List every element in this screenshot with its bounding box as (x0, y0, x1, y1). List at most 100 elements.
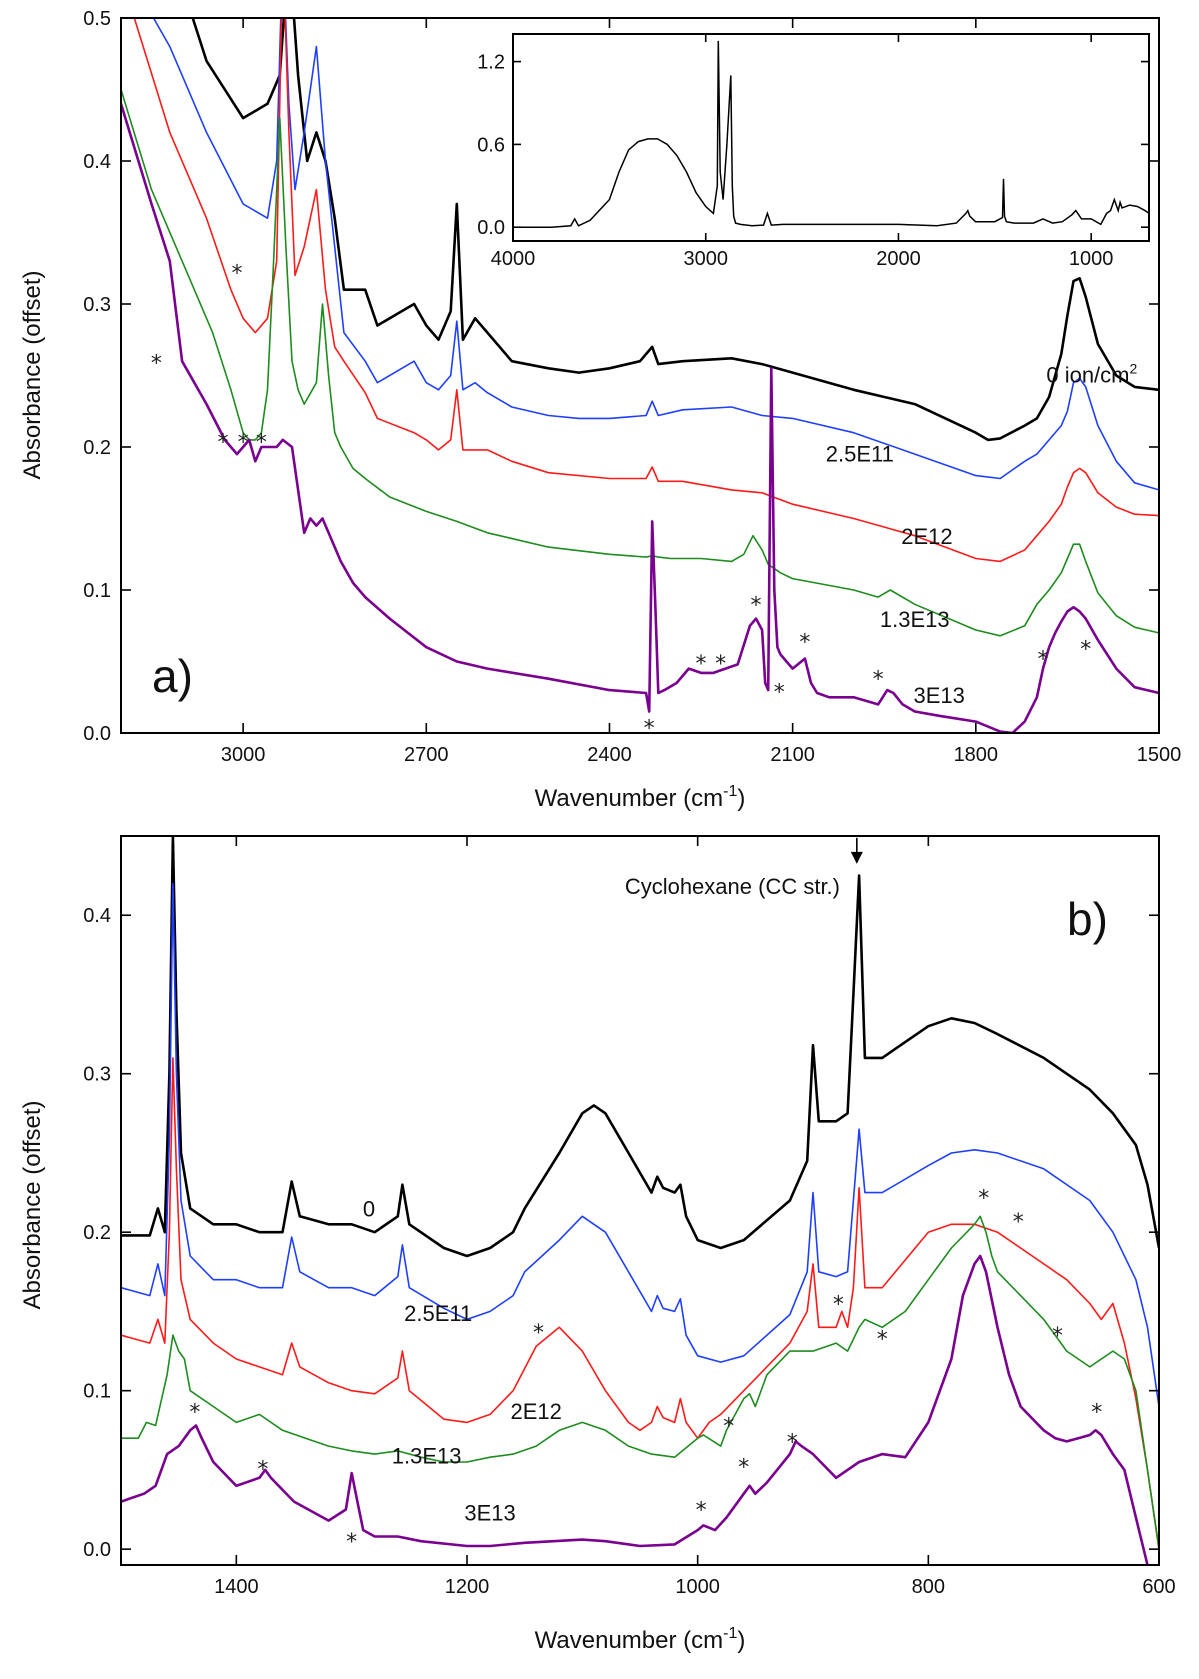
panel-a-ticks: 3000 2700 2400 2100 1800 1500 0.0 0.1 0.2 0.3 0.4 0… (83, 8, 1181, 766)
inset-x-tick-label: 4000 (491, 248, 536, 270)
series-line-2-5e11 (121, 882, 1159, 1407)
series-label: 2E12 (511, 1399, 562, 1424)
y-tick-label: 0.4 (83, 151, 111, 173)
peak-marker-star: * (189, 1400, 200, 1425)
series-line-3e13 (121, 103, 1159, 733)
y-tick-label: 0.4 (83, 905, 111, 927)
peak-marker-star: * (238, 430, 249, 455)
inset-y-tick-label: 0.6 (477, 134, 505, 156)
panel-b-series (121, 836, 1159, 1565)
series-label: 3E13 (913, 683, 964, 708)
x-tick-label: 2100 (770, 744, 815, 766)
peak-marker-star: * (833, 1293, 844, 1318)
series-line-2-5e11 (152, 18, 1159, 491)
cyclohexane-annotation: Cyclohexane (CC str.) (625, 874, 840, 899)
x-tick-label: 1200 (445, 1576, 490, 1598)
peak-marker-star: * (715, 652, 726, 677)
peak-marker-star: * (346, 1530, 357, 1555)
peak-marker-star: * (696, 1499, 707, 1524)
series-label: 2.5E11 (826, 441, 894, 466)
series-line-3e13 (121, 1254, 1149, 1565)
series-label: 1.3E13 (392, 1444, 462, 1469)
panel-a-xlabel: Wavenumber (cm-1) (535, 783, 746, 812)
panel-a-series (121, 18, 1159, 733)
arrow-head (850, 851, 863, 864)
inset-ticks: 4000 3000 2000 1000 0.0 0.6 1.2 (477, 34, 1149, 270)
peak-marker-star: * (799, 630, 810, 655)
x-tick-label: 2700 (404, 744, 449, 766)
panel-a-stars: * * * * * * * * * * * * * * (151, 262, 1091, 742)
series-label: 3E13 (464, 1501, 515, 1526)
series-label: 1.3E13 (880, 607, 950, 632)
inset-x-tick-label: 1000 (1069, 248, 1114, 270)
x-tick-label: 1000 (675, 1576, 720, 1598)
peak-marker-star: * (151, 352, 162, 377)
x-tick-label: 1500 (1137, 744, 1182, 766)
y-tick-label: 0.5 (83, 8, 111, 30)
series-label: 0 ion/cm2 (1046, 361, 1137, 388)
peak-marker-star: * (978, 1186, 989, 1211)
y-tick-label: 0.1 (83, 580, 111, 602)
peak-marker-star: * (1080, 638, 1091, 663)
y-tick-label: 0.3 (83, 1064, 111, 1086)
y-tick-label: 0.2 (83, 437, 111, 459)
peak-marker-star: * (738, 1456, 749, 1481)
series-line-2e12 (133, 18, 1159, 563)
panel-a-frame (120, 17, 1160, 734)
panel-b: ************** 0 2.5E11 2E12 1.3E13 3E13 140… (19, 835, 1176, 1654)
peak-marker-star: * (696, 652, 707, 677)
inset-frame (512, 33, 1150, 242)
peak-marker-star: * (723, 1415, 734, 1440)
peak-marker-star: * (873, 668, 884, 693)
y-tick-label: 0.0 (83, 723, 111, 745)
peak-marker-star: * (1052, 1324, 1063, 1349)
inset-x-tick-label: 2000 (876, 248, 921, 270)
inset-y-tick-label: 1.2 (477, 52, 505, 74)
y-tick-label: 0.0 (83, 1539, 111, 1561)
series-label: 0 (363, 1196, 375, 1221)
peak-marker-star: * (256, 430, 267, 455)
series-line-0 (121, 836, 1159, 1258)
peak-marker-star: * (1013, 1210, 1024, 1235)
panel-b-ticks: 1400 1200 1000 800 600 0.0 0.1 0.2 0.3 0.4 (83, 836, 1176, 1598)
panel-b-stars: ************** (189, 1186, 1102, 1555)
inset-series-line (513, 40, 1150, 228)
panel-b-frame (120, 835, 1160, 1566)
series-line-0-ion-cm2 (191, 18, 1159, 442)
x-tick-label: 2400 (587, 744, 632, 766)
panel-a: * * * * * * * * * * * * * * 0 ion/cm2 2.5E11 2E12 1.3E13… (19, 8, 1181, 812)
peak-marker-star: * (217, 430, 228, 455)
peak-marker-star: * (877, 1327, 888, 1352)
peak-marker-star: * (774, 681, 785, 706)
series-line-2e12 (121, 1057, 1159, 1550)
x-tick-label: 3000 (221, 744, 266, 766)
series-label: 2E12 (901, 524, 952, 549)
x-tick-label: 600 (1142, 1576, 1175, 1598)
panel-a-inset: 4000 3000 2000 1000 0.0 0.6 1.2 (477, 33, 1150, 270)
peak-marker-star: * (232, 262, 243, 287)
cyclohexane-arrow (850, 837, 863, 864)
panel-a-label: a) (152, 650, 193, 702)
series-label: 2.5E11 (404, 1301, 472, 1326)
y-tick-label: 0.3 (83, 294, 111, 316)
peak-marker-star: * (533, 1321, 544, 1346)
inset-y-tick-label: 0.0 (477, 217, 505, 239)
x-tick-label: 800 (912, 1576, 945, 1598)
peak-marker-star: * (751, 593, 762, 618)
x-tick-label: 1400 (214, 1576, 259, 1598)
y-tick-label: 0.1 (83, 1381, 111, 1403)
peak-marker-star: * (644, 716, 655, 741)
panel-b-label: b) (1067, 893, 1108, 945)
panel-b-xlabel: Wavenumber (cm-1) (535, 1625, 746, 1654)
panel-b-ylabel: Absorbance (offset) (19, 1100, 46, 1309)
panel-a-series-labels: 0 ion/cm2 2.5E11 2E12 1.3E13 3E13 (826, 361, 1138, 708)
inset-x-tick-label: 3000 (683, 248, 728, 270)
inset-series (513, 40, 1150, 228)
panel-b-series-labels: 0 2.5E11 2E12 1.3E13 3E13 (363, 1196, 562, 1525)
peak-marker-star: * (1091, 1400, 1102, 1425)
panel-a-ylabel: Absorbance (offset) (19, 270, 46, 479)
peak-marker-star: * (257, 1457, 268, 1482)
peak-marker-star: * (1037, 648, 1048, 673)
y-tick-label: 0.2 (83, 1222, 111, 1244)
